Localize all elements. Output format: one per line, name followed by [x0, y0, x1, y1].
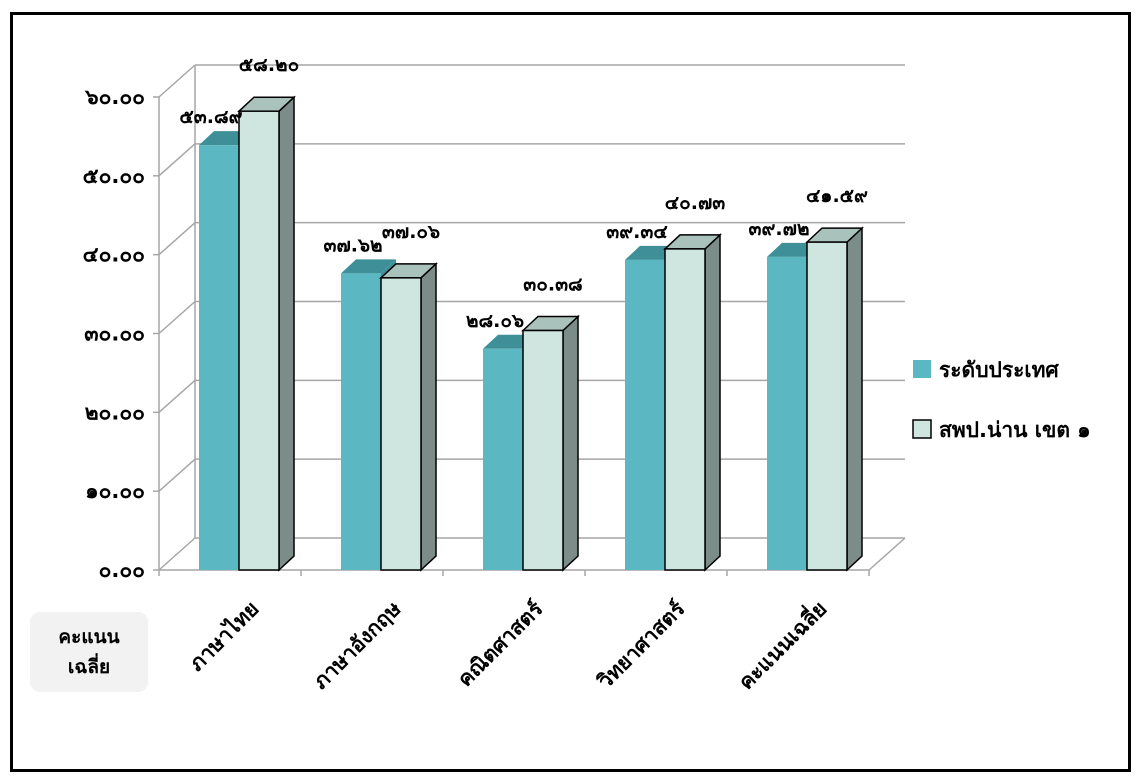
bar-top — [341, 259, 396, 274]
y-tick-label: ๖๐.๐๐ — [84, 85, 145, 109]
bar-nan-district-1 — [379, 262, 438, 572]
bars-layer — [199, 95, 864, 572]
data-label-nan-district-1: ๓๐.๓๘ — [523, 274, 582, 296]
bar-side — [846, 226, 863, 572]
bar-nan-district-1 — [521, 314, 580, 572]
legend-label: สพป.น่าน เขต ๑ — [939, 418, 1091, 442]
data-label-nan-district-1: ๔๐.๗๓ — [665, 192, 725, 214]
data-label-national: ๒๘.๐๖ — [466, 310, 524, 332]
bar-side — [420, 262, 437, 572]
bar-side — [278, 95, 295, 572]
bar-front — [522, 329, 564, 571]
bar-front — [664, 248, 706, 571]
legend-label: ระดับประเทศ — [939, 358, 1059, 382]
floor-edge — [868, 537, 906, 571]
y-tick-label: ๐.๐๐ — [99, 558, 145, 582]
x-category-label: วิทยาศาสตร์ — [592, 596, 690, 694]
data-label-nan-district-1: ๓๗.๐๖ — [382, 221, 440, 243]
data-label-nan-district-1: ๔๑.๕๙ — [806, 185, 868, 207]
bar-front — [806, 241, 848, 571]
bar-front — [767, 256, 807, 570]
x-category-label: ภาษาไทย — [184, 596, 264, 676]
y-axis-label: คะแนน เฉลี่ย — [30, 612, 148, 692]
data-label-national: ๓๙.๓๔ — [606, 221, 668, 243]
bar-front — [380, 277, 422, 571]
bar-front — [199, 145, 239, 570]
gridline-depth — [158, 458, 196, 492]
gridline-depth — [158, 143, 196, 177]
chart-frame: ๐.๐๐ ๑๐.๐๐ ๒๐.๐๐ ๓๐.๐๐ ๔๐.๐๐ ๕๐.๐๐ ๖๐.๐๐ภาษาไท… — [10, 12, 1131, 772]
bar-front — [341, 273, 381, 570]
bar-nan-district-1 — [805, 226, 864, 572]
gridline-depth — [158, 222, 196, 256]
legend-swatch — [912, 419, 932, 439]
x-category-label: คณิตศาสตร์ — [453, 596, 548, 691]
data-label-national: ๓๗.๖๒ — [323, 234, 382, 256]
data-label-nan-district-1: ๕๘.๒๐ — [239, 54, 299, 76]
bar-nan-district-1 — [237, 95, 296, 572]
bar-side — [562, 314, 579, 572]
y-tick-label: ๓๐.๐๐ — [84, 322, 145, 346]
y-tick-label: ๒๐.๐๐ — [85, 400, 145, 424]
bar-front — [625, 259, 665, 570]
bar-front — [238, 110, 280, 571]
y-axis-label-line-2: เฉลี่ย — [67, 656, 111, 678]
y-axis-label-line-1: คะแนน — [58, 626, 120, 648]
y-tick-label: ๕๐.๐๐ — [83, 164, 145, 188]
gridline-depth — [158, 64, 196, 98]
bar-nan-district-1 — [663, 233, 722, 572]
bar-front — [483, 348, 523, 570]
gridline-depth — [158, 379, 196, 413]
x-category-label: ภาษาอังกฤษ — [308, 596, 405, 693]
x-category-label: คะแนนเฉลี่ย — [731, 594, 832, 695]
legend-swatch — [913, 360, 931, 378]
bar-chart: ๐.๐๐ ๑๐.๐๐ ๒๐.๐๐ ๓๐.๐๐ ๔๐.๐๐ ๕๐.๐๐ ๖๐.๐๐ภาษาไท… — [83, 54, 1091, 695]
gridline-depth — [158, 300, 196, 335]
y-tick-label: ๑๐.๐๐ — [85, 479, 145, 503]
data-label-national: ๕๓.๘๙ — [179, 106, 242, 128]
y-tick-label: ๔๐.๐๐ — [83, 243, 145, 267]
bar-side — [704, 233, 721, 572]
gridline-depth — [158, 537, 196, 571]
data-label-national: ๓๙.๗๒ — [749, 218, 810, 240]
